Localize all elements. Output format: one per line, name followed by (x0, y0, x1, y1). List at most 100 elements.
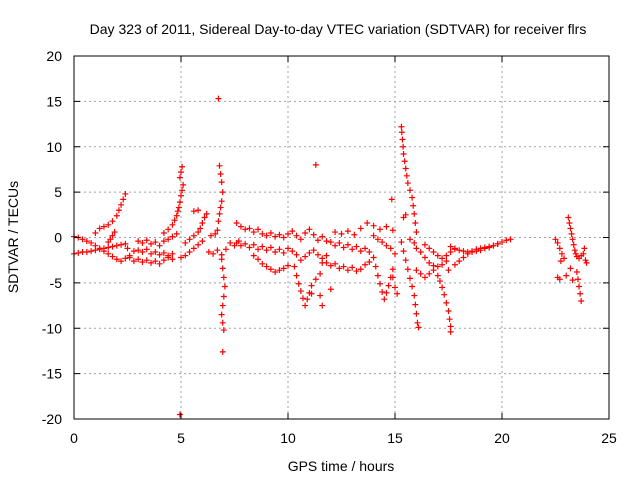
data-point (421, 241, 428, 248)
data-point (385, 282, 392, 289)
data-point (220, 274, 227, 281)
data-point (389, 266, 396, 273)
data-point (399, 136, 406, 143)
x-tick-label: 5 (177, 430, 185, 446)
data-point (374, 236, 381, 243)
axis-ticks (73, 55, 610, 420)
x-tick-label: 10 (280, 430, 296, 446)
data-point (566, 219, 573, 226)
data-point (218, 256, 225, 263)
data-point (362, 245, 369, 252)
data-point (372, 263, 379, 270)
data-point (486, 244, 493, 251)
data-point (259, 243, 266, 250)
data-point (469, 249, 476, 256)
data-point (219, 348, 226, 355)
data-point (577, 290, 584, 297)
data-point (156, 242, 163, 249)
data-point (242, 240, 249, 247)
data-point (443, 258, 450, 265)
data-point (558, 250, 565, 257)
data-point (332, 242, 339, 249)
data-point (160, 238, 167, 245)
data-point (285, 245, 291, 252)
data-point (413, 310, 420, 317)
data-point (297, 257, 304, 264)
data-point (426, 245, 433, 252)
data-point (398, 123, 405, 130)
data-point (400, 248, 407, 255)
data-point (195, 207, 202, 214)
y-tick-label: -10 (42, 320, 62, 336)
data-point (169, 233, 176, 240)
data-point (96, 245, 103, 252)
data-point (306, 226, 313, 233)
data-point (176, 174, 183, 181)
data-point (217, 170, 224, 177)
data-point (293, 232, 300, 239)
data-point (411, 210, 418, 217)
data-point (460, 254, 467, 261)
data-point (293, 251, 300, 258)
data-point (507, 236, 514, 243)
data-point (302, 253, 309, 260)
data-point (434, 263, 441, 270)
data-point (366, 249, 373, 256)
data-point (392, 250, 398, 257)
data-point (120, 196, 127, 203)
data-point (370, 232, 377, 239)
data-point (574, 276, 581, 283)
data-point (96, 225, 103, 232)
data-point (212, 230, 219, 237)
data-point (186, 249, 193, 256)
data-point (109, 253, 116, 260)
data-point (430, 249, 437, 256)
data-point (403, 172, 410, 179)
data-point (336, 265, 343, 272)
data-point (169, 250, 176, 257)
data-point (219, 319, 226, 326)
data-point (456, 247, 463, 254)
data-point (115, 207, 122, 214)
data-point (217, 204, 224, 211)
data-point (412, 301, 419, 308)
data-point (336, 239, 343, 246)
data-point (366, 259, 373, 266)
data-point (477, 247, 484, 254)
data-point (481, 245, 488, 252)
data-point (246, 225, 253, 232)
data-point (445, 308, 452, 315)
data-point (364, 219, 371, 226)
data-point (197, 225, 204, 232)
data-point (417, 270, 424, 277)
data-point (92, 242, 99, 249)
data-point (79, 236, 86, 243)
data-point (406, 275, 413, 282)
y-axis-label: SDTVAR / TECUs (5, 181, 21, 293)
data-point (357, 266, 364, 273)
data-point (406, 236, 413, 243)
y-tick-label: -5 (50, 275, 63, 291)
data-point (276, 246, 283, 253)
data-point (304, 296, 311, 303)
y-tick-labels: 20 15 10 5 0 -5 -10 -15 -20 (42, 48, 62, 427)
data-point (556, 245, 563, 252)
data-point (291, 263, 298, 270)
data-point (302, 229, 309, 236)
data-point (314, 237, 321, 244)
data-point (88, 239, 95, 246)
data-point (377, 280, 384, 287)
data-point (205, 249, 212, 256)
data-point (276, 267, 283, 274)
data-point (409, 283, 416, 290)
data-point (255, 246, 262, 253)
data-point (557, 258, 564, 265)
data-point (173, 230, 180, 237)
data-point (182, 252, 189, 259)
data-point (169, 221, 176, 228)
data-point (456, 258, 463, 265)
data-point (179, 163, 186, 170)
data-point (349, 264, 356, 271)
data-point (571, 247, 578, 254)
data-point (556, 276, 563, 283)
